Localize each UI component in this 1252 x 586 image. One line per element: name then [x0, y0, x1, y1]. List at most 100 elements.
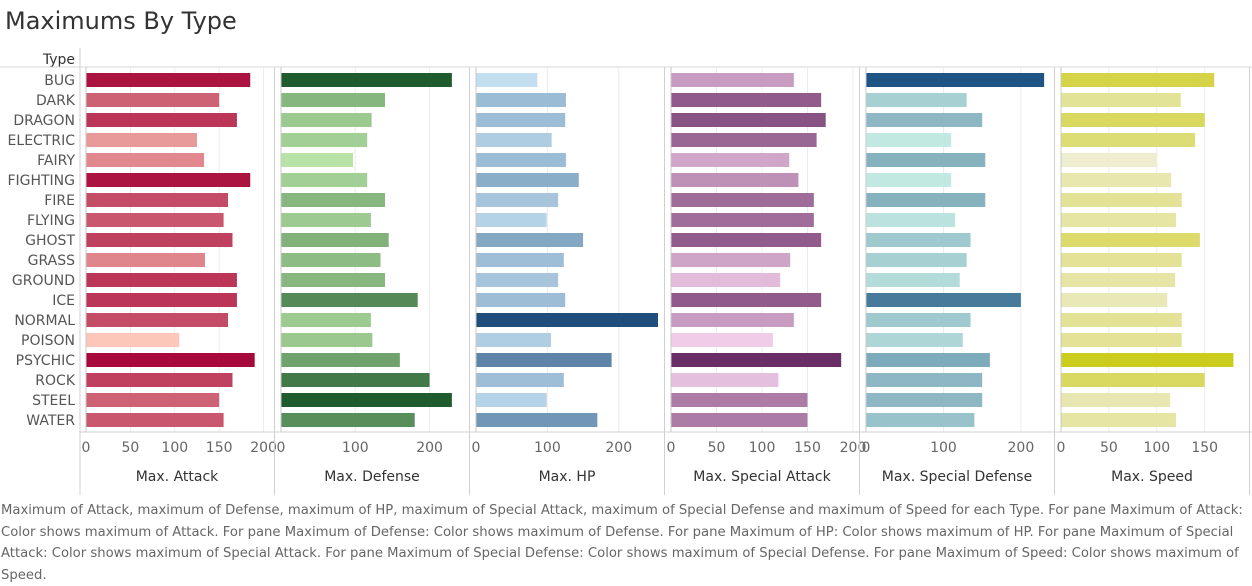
category-label: ROCK	[35, 373, 76, 389]
bar	[86, 233, 233, 247]
bar	[866, 393, 983, 407]
page-title: Maximums By Type	[5, 7, 237, 35]
bar	[281, 393, 452, 407]
bar	[866, 313, 971, 327]
bar	[1061, 113, 1205, 127]
bar	[476, 353, 612, 367]
tick-label: 200	[250, 440, 277, 456]
bar	[866, 373, 983, 387]
bar	[866, 93, 967, 107]
category-label: NORMAL	[14, 313, 75, 329]
bar	[866, 213, 956, 227]
tick-label: 150	[1191, 440, 1218, 456]
bar	[671, 93, 822, 107]
bar	[866, 273, 960, 287]
bar	[671, 253, 791, 267]
bar	[671, 413, 808, 427]
bar	[1061, 193, 1182, 207]
bar	[1061, 333, 1182, 347]
bar	[1061, 313, 1182, 327]
bar	[866, 353, 990, 367]
tick-label: 50	[121, 440, 139, 456]
bar	[86, 133, 197, 147]
tick-label: 50	[1100, 440, 1118, 456]
axis-title: Max. Special Attack	[693, 469, 831, 485]
bar	[281, 113, 372, 127]
bar	[281, 333, 373, 347]
category-label: POISON	[21, 333, 75, 349]
tick-label: 200	[605, 440, 632, 456]
bar	[281, 173, 368, 187]
bar	[671, 393, 808, 407]
bar	[476, 253, 564, 267]
category-label: GHOST	[25, 233, 75, 249]
bar	[476, 293, 566, 307]
category-label: ICE	[52, 293, 75, 309]
bar	[866, 153, 986, 167]
bar	[86, 153, 205, 167]
bar	[671, 213, 814, 227]
bar	[281, 133, 368, 147]
category-label: WATER	[26, 413, 75, 429]
category-label: ELECTRIC	[8, 133, 76, 149]
tick-label: 200	[1008, 440, 1035, 456]
bar	[476, 413, 598, 427]
bar	[86, 173, 251, 187]
bar	[866, 333, 963, 347]
bar	[86, 193, 229, 207]
bar	[866, 293, 1021, 307]
bar	[86, 293, 237, 307]
bar	[1061, 213, 1176, 227]
bar	[671, 173, 799, 187]
bar	[86, 93, 220, 107]
bar	[866, 413, 975, 427]
bar	[476, 373, 564, 387]
tick-label: 0	[277, 440, 286, 456]
bar	[1061, 273, 1175, 287]
bar	[671, 293, 822, 307]
bar	[866, 253, 967, 267]
bar	[476, 313, 658, 327]
bar	[866, 233, 971, 247]
bar	[671, 133, 817, 147]
bar	[86, 213, 224, 227]
bar	[671, 353, 842, 367]
bar	[476, 393, 547, 407]
bar	[281, 253, 381, 267]
axis-title: Max. Attack	[136, 469, 219, 485]
bar	[671, 73, 794, 87]
bar	[86, 313, 229, 327]
bar	[476, 233, 584, 247]
tick-label: 100	[930, 440, 957, 456]
bar	[1061, 233, 1200, 247]
bar	[866, 73, 1045, 87]
bar	[1061, 413, 1176, 427]
bar	[281, 313, 371, 327]
bar	[671, 113, 826, 127]
category-label: STEEL	[32, 393, 75, 409]
bar	[281, 233, 389, 247]
category-label: PSYCHIC	[16, 353, 76, 369]
bar	[86, 273, 237, 287]
tick-label: 0	[667, 440, 676, 456]
tick-label: 0	[472, 440, 481, 456]
axis-title: Max. Speed	[1111, 469, 1193, 485]
bar	[1061, 293, 1168, 307]
chart-caption: Maximum of Attack, maximum of Defense, m…	[1, 503, 1243, 583]
bar	[1061, 353, 1234, 367]
category-label: FLYING	[27, 213, 75, 229]
category-label: FAIRY	[37, 153, 75, 169]
bar	[476, 113, 566, 127]
bar	[86, 113, 237, 127]
bar	[476, 93, 566, 107]
axis-title: Max. HP	[539, 469, 596, 485]
bar	[86, 413, 224, 427]
bar	[671, 313, 794, 327]
bar	[1061, 253, 1182, 267]
bar	[476, 213, 547, 227]
tick-label: 200	[416, 440, 443, 456]
bar	[86, 353, 255, 367]
tick-label: 100	[161, 440, 188, 456]
tick-label: 150	[206, 440, 233, 456]
axis-title: Max. Defense	[324, 469, 420, 485]
